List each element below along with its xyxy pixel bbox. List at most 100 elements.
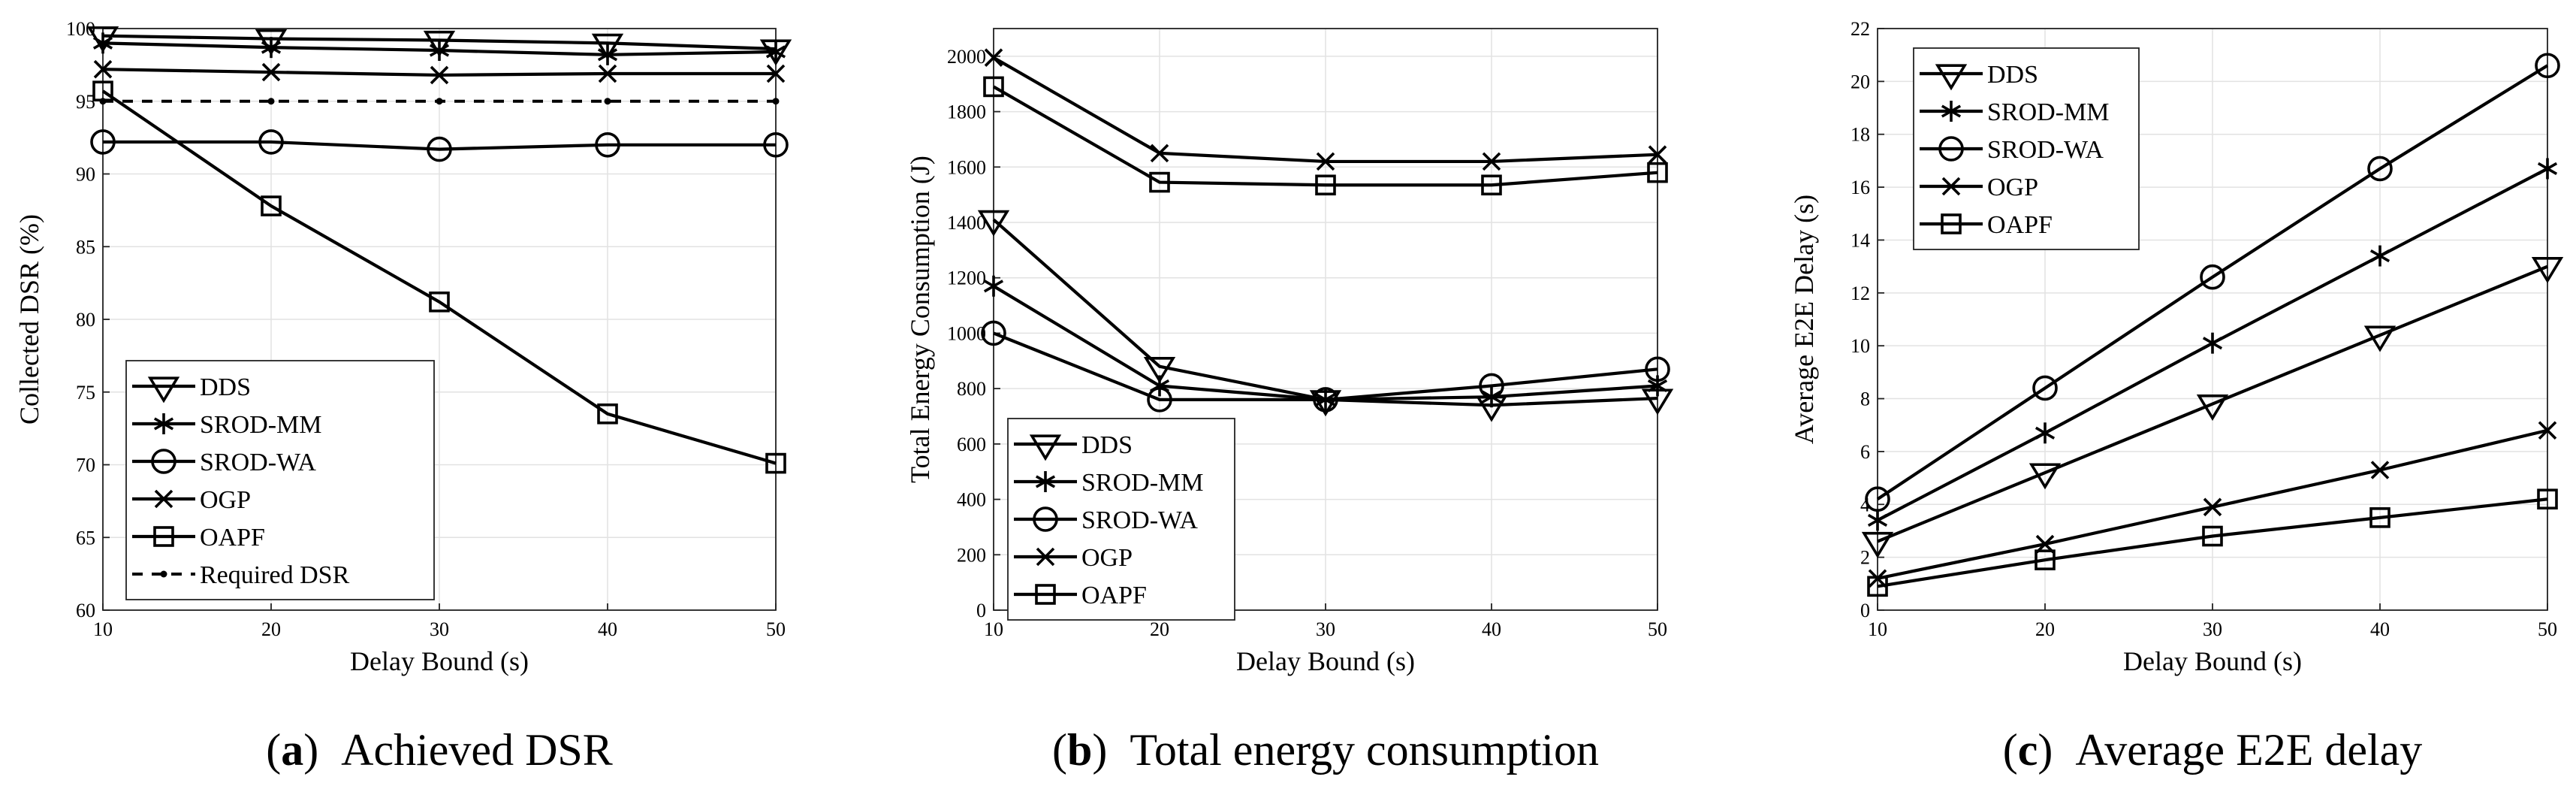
legend-label: OGP [1081, 544, 1133, 572]
data-point [598, 64, 617, 83]
data-point [267, 98, 275, 105]
data-point [983, 76, 1004, 98]
data-point [429, 291, 450, 313]
data-point [436, 98, 443, 105]
data-point [2531, 257, 2564, 284]
y-tick-label: 600 [957, 434, 986, 455]
data-point [1867, 576, 1888, 597]
data-point [2363, 325, 2397, 352]
y-tick-label: 1800 [947, 101, 986, 123]
x-tick-label: 50 [1648, 618, 1667, 640]
y-tick-label: 90 [76, 164, 95, 186]
x-tick-label: 40 [1482, 618, 1501, 640]
series-line [1877, 497, 2548, 588]
legend-marker [1029, 434, 1062, 461]
y-tick-label: 60 [76, 600, 95, 621]
data-point [2370, 461, 2390, 479]
data-point [430, 65, 449, 85]
caption-letter: c [2018, 725, 2038, 775]
y-tick-label: 2000 [947, 46, 986, 68]
y-tick-label: 85 [76, 236, 95, 258]
legend-item: SROD-MM [1014, 469, 1203, 497]
caption-text: Total energy consumption [1130, 725, 1599, 775]
legend-label: SROD-WA [200, 449, 316, 476]
series-dds [1861, 257, 2564, 558]
series-line [1877, 264, 2548, 543]
data-point [595, 132, 620, 158]
data-point [1647, 162, 1668, 183]
y-tick-label: 80 [76, 309, 95, 331]
series-srod-mm [92, 32, 786, 65]
data-point [255, 29, 288, 56]
y-tick-label: 14 [1851, 229, 1870, 251]
legend-item: SROD-WA [1014, 506, 1198, 534]
legend-item: Required DSR [132, 561, 350, 589]
legend-marker [1941, 213, 1962, 234]
y-tick-label: 1600 [947, 156, 986, 178]
caption: (a) Achieved DSR [266, 725, 613, 775]
x-tick-label: 20 [1150, 618, 1169, 640]
caption-letter: b [1067, 725, 1092, 775]
legend-label: SROD-WA [1081, 506, 1198, 534]
y-tick-label: 400 [957, 489, 986, 511]
data-point [2538, 421, 2557, 440]
data-point [597, 44, 618, 65]
legend: DDS SROD-MM SROD-WA OGP OAPF Required DSR [125, 360, 435, 600]
data-point [765, 41, 786, 62]
x-tick-label: 10 [1868, 618, 1887, 640]
y-tick-label: 10 [1851, 335, 1870, 357]
data-point [765, 452, 786, 474]
data-point [1143, 357, 1176, 384]
series-oapf [92, 80, 786, 474]
series-ogp [1868, 421, 2557, 588]
legend-label: SROD-MM [200, 411, 321, 439]
series-srod-wa [981, 320, 1670, 413]
data-point [261, 62, 281, 82]
legend-label: DDS [200, 373, 251, 401]
legend: DDS SROD-MM SROD-WA OGP OAPF [1913, 47, 2140, 250]
legend-item: SROD-WA [132, 449, 316, 476]
x-tick-label: 10 [93, 618, 113, 640]
y-tick-label: 800 [957, 378, 986, 400]
legend-item: DDS [1014, 431, 1133, 461]
legend-label: OGP [1987, 174, 2038, 201]
y-tick-label: 1400 [947, 212, 986, 234]
legend-item: SROD-MM [1920, 98, 2109, 126]
data-point [763, 132, 789, 158]
data-point [2202, 332, 2223, 354]
series-srod-wa [90, 129, 789, 162]
data-point [2535, 53, 2560, 79]
data-point [1316, 152, 1335, 171]
data-point [984, 48, 1003, 67]
data-point [1861, 531, 1894, 558]
data-point [2029, 463, 2062, 490]
legend-marker [1035, 471, 1056, 492]
legend-marker [1938, 136, 1964, 162]
data-point [261, 37, 282, 59]
x-tick-label: 20 [2035, 618, 2055, 640]
legend-label: SROD-MM [1081, 469, 1203, 497]
series-srod-wa [1865, 53, 2560, 512]
legend-marker [154, 489, 173, 509]
data-point [423, 30, 456, 57]
legend-item: DDS [1920, 61, 2038, 91]
caption-text: Achieved DSR [341, 725, 613, 775]
data-point [1150, 144, 1169, 163]
data-point [604, 98, 611, 105]
data-point [93, 59, 113, 79]
legend-item: OGP [1014, 544, 1133, 572]
data-point [1481, 174, 1502, 196]
x-tick-label: 10 [984, 618, 1003, 640]
x-axis-label: Delay Bound (s) [350, 646, 529, 676]
data-point [1482, 152, 1501, 171]
data-point [261, 195, 282, 216]
data-point [2200, 264, 2225, 290]
data-point [2537, 158, 2558, 180]
legend-item: OAPF [1014, 582, 1147, 609]
data-point [1479, 373, 1504, 399]
x-tick-label: 40 [598, 618, 617, 640]
data-point [1315, 174, 1336, 196]
data-point [772, 98, 780, 105]
